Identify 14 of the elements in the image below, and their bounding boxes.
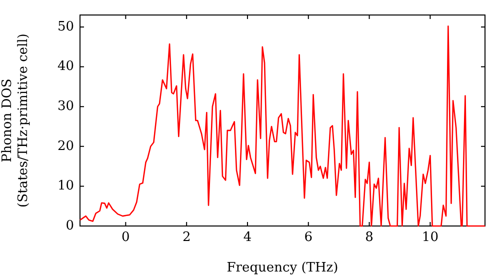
y-tick-label: 0 — [66, 218, 74, 234]
x-tick-label: 0 — [122, 230, 130, 246]
x-tick-label: 6 — [304, 230, 313, 246]
y-axis-title: Phonon DOS (States/THz·primitive cell) — [0, 33, 31, 208]
y-tick-label: 50 — [57, 19, 74, 34]
y-tick-label: 40 — [57, 59, 74, 74]
x-tick-label: 2 — [182, 230, 191, 246]
y-tick-label: 30 — [57, 98, 74, 114]
x-tick-label: 8 — [365, 230, 374, 246]
y-tick-label: 10 — [57, 178, 74, 194]
x-tick-label: 10 — [422, 230, 438, 246]
x-axis-title: Frequency (THz) — [226, 260, 338, 276]
y-tick-label: 20 — [57, 138, 74, 154]
x-tick-label: 4 — [243, 230, 252, 246]
